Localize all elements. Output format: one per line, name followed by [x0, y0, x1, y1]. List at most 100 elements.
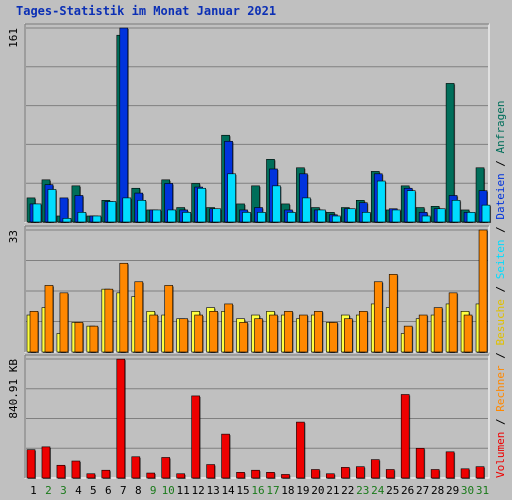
bar-seiten-day-19 — [302, 197, 311, 223]
x-tick-label: 20 — [311, 484, 324, 497]
x-tick-label: 27 — [416, 484, 429, 497]
legend-item-seiten: Seiten — [494, 240, 507, 280]
bar-rechner-day-19 — [299, 314, 308, 353]
bar-rechner-day-26 — [403, 325, 413, 353]
panel-hits: 161 — [7, 23, 492, 223]
x-tick-label: 6 — [105, 484, 112, 497]
bar-rechner-day-10 — [164, 285, 174, 353]
bar-volumen-day-13 — [206, 464, 215, 479]
legend-separator: / — [494, 412, 507, 432]
bar-rechner-day-13 — [209, 311, 218, 353]
bar-seiten-day-11 — [182, 212, 191, 223]
bar-dateien-day-7 — [119, 27, 129, 223]
legend-item-besuche: Besuche — [494, 299, 507, 345]
bar-rechner-day-23 — [358, 311, 368, 353]
x-tick-label: 10 — [162, 484, 175, 497]
bar-seiten-day-17 — [272, 185, 281, 223]
bar-rechner-day-7 — [119, 262, 129, 353]
panel-volume: 840.91 KB — [7, 354, 490, 479]
bar-volumen-day-16 — [251, 469, 260, 479]
x-tick-label: 9 — [150, 484, 157, 497]
x-tick-label: 26 — [401, 484, 414, 497]
y-max-label: 33 — [7, 230, 20, 243]
y-max-label: 161 — [7, 28, 20, 48]
bar-volumen-day-21 — [326, 473, 335, 479]
bar-seiten-day-27 — [421, 215, 431, 223]
bar-rechner-day-4 — [74, 322, 84, 353]
bar-volumen-day-14 — [221, 433, 230, 479]
y-max-label: 840.91 KB — [7, 359, 20, 419]
bar-seiten-day-15 — [242, 212, 251, 223]
bar-rechner-day-8 — [134, 281, 144, 353]
bar-volumen-day-24 — [370, 459, 380, 479]
bar-seiten-day-1 — [32, 203, 42, 223]
x-tick-label: 24 — [371, 484, 385, 497]
bar-volumen-day-22 — [341, 467, 350, 479]
bar-volumen-day-23 — [355, 466, 365, 479]
x-tick-label: 19 — [296, 484, 309, 497]
bar-rechner-day-12 — [194, 314, 203, 353]
legend-item-anfragen: Anfragen — [494, 100, 507, 153]
bar-volumen-day-10 — [161, 457, 171, 479]
bar-seiten-day-31 — [481, 204, 491, 223]
bar-rechner-day-21 — [329, 322, 338, 353]
bar-volumen-day-4 — [71, 460, 81, 479]
bar-rechner-day-27 — [418, 314, 428, 353]
bar-seiten-day-4 — [77, 212, 87, 223]
bar-seiten-day-21 — [332, 215, 341, 223]
vertical-legend: Volumen / Rechner / Besuche / Seiten / D… — [494, 100, 507, 478]
bar-seiten-day-9 — [152, 209, 162, 223]
legend-separator: / — [494, 279, 507, 299]
bar-volumen-day-28 — [430, 469, 440, 479]
bar-seiten-day-22 — [347, 208, 356, 223]
bar-volumen-day-29 — [445, 451, 455, 479]
bar-volumen-day-31 — [475, 466, 485, 479]
bar-rechner-day-14 — [224, 303, 233, 353]
bar-seiten-day-5 — [92, 215, 102, 223]
bar-volumen-day-17 — [266, 472, 275, 479]
x-axis-day-labels: 1 2 3 4 5 6 7 8 9 10 11 12 13 14 15 16 17 18 19 20 21 22 23 24 2… — [30, 484, 489, 497]
bar-volumen-day-30 — [460, 468, 470, 479]
x-tick-label: 22 — [341, 484, 354, 497]
bar-seiten-day-8 — [137, 200, 147, 223]
bar-seiten-day-25 — [391, 209, 401, 223]
legend-item-rechner: Rechner — [494, 365, 507, 412]
x-tick-label: 8 — [135, 484, 142, 497]
bar-rechner-day-6 — [104, 288, 114, 353]
bar-volumen-day-12 — [191, 395, 200, 479]
bar-seiten-day-16 — [257, 212, 266, 223]
x-tick-label: 15 — [236, 484, 249, 497]
bar-volumen-day-6 — [101, 469, 111, 479]
x-tick-label: 21 — [326, 484, 339, 497]
x-tick-label: 25 — [386, 484, 399, 497]
bar-rechner-day-28 — [433, 307, 443, 353]
bar-volumen-day-9 — [146, 472, 156, 479]
bar-volumen-day-1 — [26, 449, 36, 479]
x-tick-label: 3 — [60, 484, 67, 497]
bar-volumen-day-15 — [236, 472, 245, 479]
x-tick-label: 11 — [177, 484, 190, 497]
bar-volumen-day-11 — [176, 473, 185, 479]
bar-seiten-day-18 — [287, 212, 296, 223]
x-tick-label: 28 — [431, 484, 444, 497]
bar-rechner-day-24 — [373, 281, 383, 353]
bar-rechner-day-20 — [314, 311, 323, 353]
bar-rechner-day-5 — [89, 325, 99, 353]
bar-seiten-day-10 — [167, 209, 177, 223]
legend-separator: / — [494, 153, 507, 173]
bar-volumen-day-3 — [56, 464, 66, 479]
bar-volumen-day-5 — [86, 473, 96, 479]
x-tick-label: 31 — [476, 484, 489, 497]
bar-rechner-day-18 — [284, 311, 293, 353]
bar-seiten-day-24 — [376, 180, 386, 223]
x-tick-label: 2 — [45, 484, 52, 497]
panel-visits: 33 — [7, 225, 490, 353]
bar-seiten-day-20 — [317, 209, 326, 223]
bar-seiten-day-2 — [47, 189, 57, 223]
bar-rechner-day-29 — [448, 292, 458, 353]
x-tick-label: 1 — [30, 484, 37, 497]
bar-seiten-day-13 — [212, 208, 221, 223]
bar-seiten-day-3 — [62, 218, 72, 223]
x-tick-label: 17 — [266, 484, 279, 497]
